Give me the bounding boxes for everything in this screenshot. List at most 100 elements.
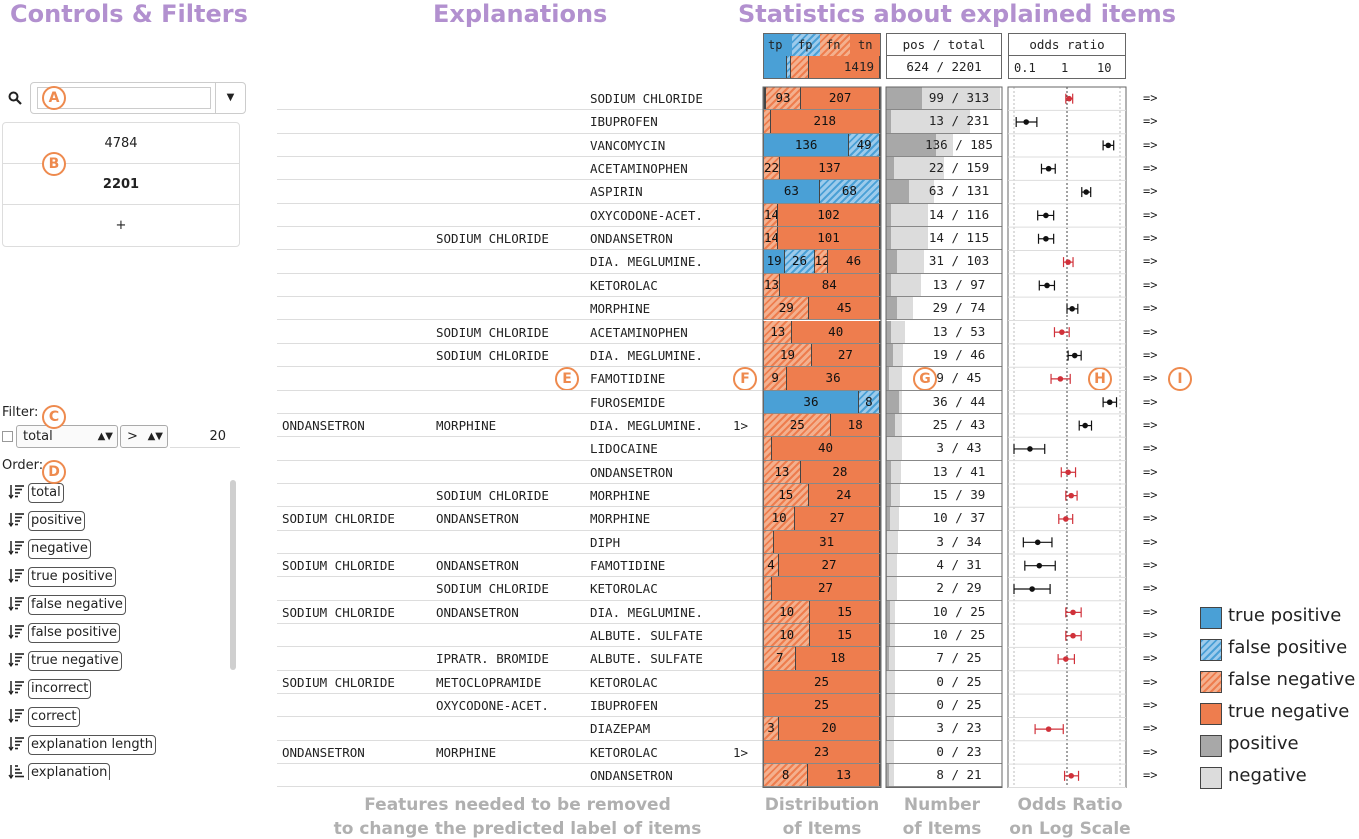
row-arrow-button[interactable]: => [1143,534,1158,549]
sort-descending-icon[interactable] [8,736,26,752]
row-arrow-button[interactable]: => [1143,604,1158,619]
order-item[interactable]: incorrect [6,676,238,704]
row-arrow-button[interactable]: => [1143,511,1158,526]
table-row[interactable]: KETOROLAC => [277,274,1158,298]
row-arrow-button[interactable]: => [1143,674,1158,689]
row-arrow-button[interactable]: => [1143,371,1158,386]
row-arrow-button[interactable]: => [1143,744,1158,759]
row-arrow-button[interactable]: => [1143,721,1158,736]
table-row[interactable]: ACETAMINOPHEN => [277,157,1158,181]
table-row[interactable]: SODIUM CHLORIDE DIA. MEGLUMINE. => [277,344,1158,368]
row-arrow-button[interactable]: => [1143,558,1158,572]
order-item[interactable]: explanation [6,760,238,780]
row-arrow-button[interactable]: => [1143,347,1158,362]
table-row[interactable]: MORPHINE => [277,297,1157,321]
sort-descending-icon[interactable] [8,484,26,500]
row-arrow-button[interactable]: => [1143,161,1158,176]
order-button[interactable]: false negative [28,595,126,615]
table-row[interactable]: SODIUM CHLORIDE MORPHINE => [277,484,1158,508]
table-row[interactable]: ASPIRIN => [277,180,1158,204]
table-row[interactable]: FAMOTIDINE => [277,367,1158,391]
sort-descending-icon[interactable] [8,540,26,556]
order-item[interactable]: true positive [6,564,238,592]
filter-op-select[interactable]: > ▲▼ [120,425,168,448]
table-row[interactable]: SODIUM CHLORIDE => [277,87,1158,111]
count-item-selected[interactable]: 2201 [3,164,239,205]
count-item-all[interactable]: 4784 [3,123,239,164]
order-item[interactable]: positive [6,508,238,536]
table-row[interactable]: SODIUM CHLORIDE KETOROLAC => [277,577,1158,601]
table-row[interactable]: FUROSEMIDE => [277,391,1157,414]
order-button[interactable]: true negative [28,651,122,671]
sort-descending-icon[interactable] [8,708,26,724]
row-arrow-button[interactable]: => [1143,207,1158,222]
row-arrow-button[interactable]: => [1143,581,1158,596]
table-row[interactable]: IPRATR. BROMIDE ALBUTE. SULFATE => [277,647,1158,671]
row-arrow-button[interactable]: => [1143,441,1158,456]
order-scrollbar[interactable] [230,480,236,670]
table-row[interactable]: VANCOMYCIN => [277,134,1158,158]
sort-descending-icon[interactable] [8,568,26,584]
table-row[interactable]: DIPH => [277,531,1157,554]
table-row[interactable]: SODIUM CHLORIDE ACETAMINOPHEN => [277,321,1157,344]
table-row[interactable]: ONDANSETRON MORPHINE KETOROLAC 1> => [277,741,1158,765]
order-button[interactable]: false positive [28,623,121,643]
table-row[interactable]: DIA. MEGLUMINE. => [277,250,1158,274]
table-row[interactable]: OXYCODONE-ACET. => [277,204,1158,228]
row-arrow-button[interactable]: => [1143,114,1158,129]
table-row[interactable]: ONDANSETRON MORPHINE DIA. MEGLUMINE. 1> => [277,414,1158,438]
order-button[interactable]: positive [28,511,85,531]
order-button[interactable]: total [28,483,64,503]
sort-ascending-icon[interactable] [8,764,26,780]
order-button[interactable]: explanation length [28,735,156,755]
order-item[interactable]: false positive [6,620,238,648]
table-row[interactable]: SODIUM CHLORIDE ONDANSETRON MORPHINE => [277,507,1158,531]
row-arrow-button[interactable]: => [1143,231,1158,246]
row-arrow-button[interactable]: => [1143,464,1158,479]
order-button[interactable]: true positive [28,567,116,587]
row-arrow-button[interactable]: => [1143,628,1158,643]
order-item[interactable]: false negative [6,592,238,620]
row-arrow-button[interactable]: => [1143,698,1158,713]
order-item[interactable]: correct [6,704,238,732]
sort-descending-icon[interactable] [8,512,26,528]
table-row[interactable]: IBUPROFEN => [277,110,1158,134]
table-row[interactable]: ONDANSETRON => [277,764,1158,788]
filter-value-input[interactable]: 20 [170,425,240,448]
table-row[interactable]: DIAZEPAM => [277,717,1158,741]
add-count-button[interactable]: + [115,218,127,233]
row-arrow-button[interactable]: => [1143,394,1158,409]
table-row[interactable]: SODIUM CHLORIDE ONDANSETRON DIA. MEGLUMINE… [277,601,1158,625]
row-arrow-button[interactable]: => [1143,91,1158,105]
table-row[interactable]: SODIUM CHLORIDE METOCLOPRAMIDE KETOROLAC => [277,671,1158,695]
order-item[interactable]: explanation length [6,732,238,760]
filter-field-select[interactable]: total ▲▼ [16,425,118,448]
filter-checkbox[interactable] [2,431,13,442]
row-arrow-button[interactable]: => [1143,651,1158,666]
row-arrow-button[interactable]: => [1143,184,1158,199]
row-arrow-button[interactable]: => [1143,137,1158,152]
order-button[interactable]: correct [28,707,80,727]
search-dropdown-button[interactable]: ▼ [215,83,245,113]
order-item[interactable]: negative [6,536,238,564]
order-button[interactable]: explanation [28,763,111,780]
sort-descending-icon[interactable] [8,596,26,612]
sort-descending-icon[interactable] [8,680,26,696]
table-row[interactable]: ONDANSETRON => [277,461,1157,484]
search-input[interactable] [37,87,211,109]
table-row[interactable]: LIDOCAINE => [277,437,1158,461]
order-item[interactable]: true negative [6,648,238,676]
row-arrow-button[interactable]: => [1143,324,1158,339]
sort-descending-icon[interactable] [8,652,26,668]
table-row[interactable]: ALBUTE. SULFATE => [277,624,1158,648]
row-arrow-button[interactable]: => [1143,768,1158,783]
order-button[interactable]: incorrect [28,679,92,699]
table-row[interactable]: SODIUM CHLORIDE ONDANSETRON FAMOTIDINE => [277,554,1158,578]
table-row[interactable]: OXYCODONE-ACET. IBUPROFEN => [277,694,1158,718]
row-arrow-button[interactable]: => [1143,417,1158,432]
order-button[interactable]: negative [28,539,91,559]
row-arrow-button[interactable]: => [1143,254,1158,269]
row-arrow-button[interactable]: => [1143,487,1158,502]
order-item[interactable]: total [6,480,238,508]
row-arrow-button[interactable]: => [1143,277,1158,292]
